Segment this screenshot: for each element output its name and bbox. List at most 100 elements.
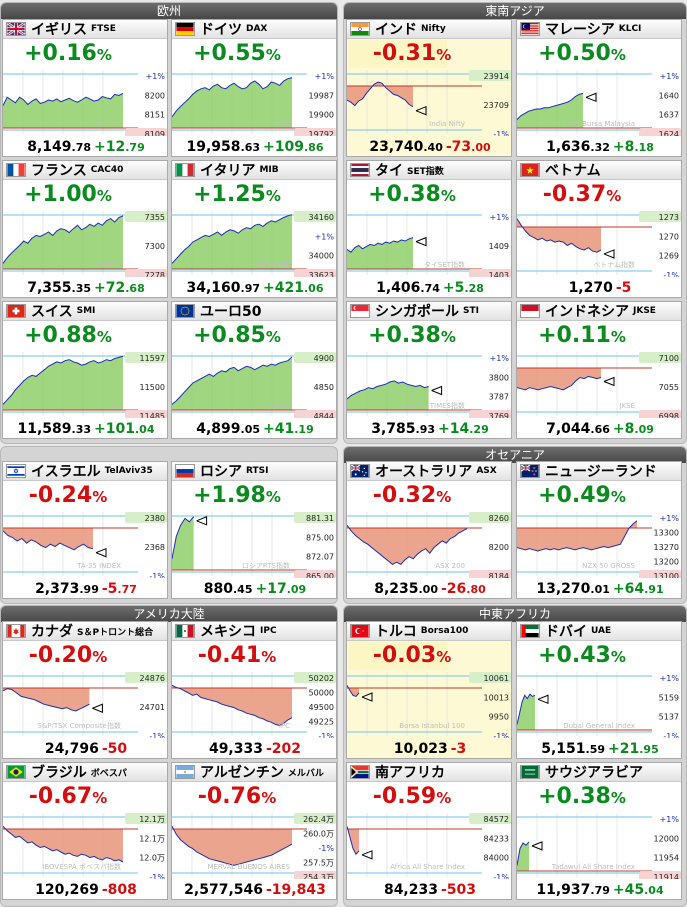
axis-label: 8200 xyxy=(145,91,165,100)
price-change-int: +21 xyxy=(608,741,640,757)
france-flag-icon xyxy=(6,163,26,177)
market-card-newzealand[interactable]: ニュージーランド +0.49% NZX 50 GROSS +1% 13300 13270 1… xyxy=(516,461,682,599)
card-header: マレーシア KLCI xyxy=(517,20,681,39)
index-code: ASX xyxy=(476,466,497,476)
axis-label: 50000 xyxy=(309,689,334,698)
market-card-germany[interactable]: ドイツ DAX +0.55% DAX +1% 19987 19900 19792 19,958.… xyxy=(171,19,337,157)
market-card-malaysia[interactable]: マレーシア KLCI +0.50% FTSE Bursa Malaysia +1% 164… xyxy=(516,19,682,157)
market-name: ブラジル xyxy=(31,765,87,781)
axis-label-bg xyxy=(469,70,511,81)
market-card-uk[interactable]: イギリス FTSE +0.16% FTSE100 +1% 8200 8151 8109 8,14… xyxy=(2,19,168,157)
axis-label: 6998 xyxy=(659,412,679,418)
last-price: 23,740 xyxy=(369,139,424,155)
market-card-uae[interactable]: ドバイ UAE +0.43% Dubai General Index +1% 5159 51… xyxy=(516,621,682,759)
current-marker xyxy=(196,516,208,526)
last-price: 4,899 xyxy=(196,421,241,437)
price-change: -26.80 xyxy=(441,581,486,597)
card-header: サウジアラビア xyxy=(517,763,681,782)
price-change: +8.18 xyxy=(613,139,654,155)
axis-label: 84233 xyxy=(484,834,509,843)
market-card-canada[interactable]: カナダ S＆Pトロント総合 -0.20% S&P/TSX Composite指数 248… xyxy=(2,621,168,759)
price-change: +17.09 xyxy=(256,581,307,597)
last-price-row: 3,785.93 +14.29 xyxy=(347,420,511,438)
price-change-decimal: .95 xyxy=(639,743,659,756)
axis-label: 11954 xyxy=(654,854,679,863)
percent-sign: % xyxy=(440,187,456,205)
index-watermark: CAC40 xyxy=(98,261,121,269)
axis-label-bg xyxy=(469,512,511,523)
percent-sign: % xyxy=(96,46,112,64)
axis-label: 4850 xyxy=(314,383,334,392)
card-header: シンガポール STI xyxy=(347,302,511,321)
axis-label: 7300 xyxy=(145,242,165,251)
last-price-row: 19,958.63 +109.86 xyxy=(172,138,336,156)
change-percent-value: +0.49 xyxy=(538,483,611,508)
uk-flag-icon xyxy=(6,22,26,36)
last-price-row: 2,577,546 -19,843 xyxy=(172,881,336,899)
axis-label: 1637 xyxy=(659,111,679,120)
price-change: -202 xyxy=(266,741,301,757)
axis-label: 13200 xyxy=(654,558,679,567)
price-change-decimal: .00 xyxy=(471,141,491,154)
axis-label-bg xyxy=(294,211,336,222)
price-change-decimal: .29 xyxy=(469,423,489,436)
axis-label-bg xyxy=(125,211,167,222)
index-chart: IBOVESPA ボベスパ指数 12.1万 12.1万 12.0万 -1% xyxy=(3,813,167,879)
market-card-euro50[interactable]: ユーロ50 +0.85% ユーロ株50 4900 4850 4844 4,899.05 +41… xyxy=(171,301,337,439)
axis-label: 24701 xyxy=(140,703,165,712)
card-header: ドバイ UAE xyxy=(517,622,681,641)
last-price: 1,270 xyxy=(568,280,613,296)
last-price-decimal: .33 xyxy=(71,423,92,436)
price-change-int: -19,843 xyxy=(265,882,326,898)
axis-label: -1% xyxy=(493,732,509,738)
axis-label-bg xyxy=(125,512,167,523)
change-percent-value: +0.38 xyxy=(368,323,441,348)
price-change: +12.79 xyxy=(94,139,145,155)
market-card-turkey[interactable]: トルコ Borsa100 -0.03% Borsa Istanbul 100 10061… xyxy=(346,621,512,759)
market-card-thailand[interactable]: タイ SET指数 +0.38% タイSET指数 +1% 1409 1403 1,406.74 +… xyxy=(346,160,512,298)
last-price-row: 84,233 -503 xyxy=(347,881,511,899)
card-header: トルコ Borsa100 xyxy=(347,622,511,641)
axis-label: +1% xyxy=(490,354,510,363)
market-card-vietnam[interactable]: ベトナム -0.37% ベトナム指数 1273 1270 1269 -1% 1,270 -5 xyxy=(516,160,682,298)
last-price-decimal: .93 xyxy=(415,423,436,436)
index-watermark: Africa All Share Index xyxy=(390,863,465,871)
change-percent-value: -0.03 xyxy=(372,643,437,668)
axis-label-bg xyxy=(294,871,336,879)
market-card-switzerland[interactable]: スイス SMI +0.88% SMI 11597 11500 11485 11,589.33 +… xyxy=(2,301,168,439)
market-card-israel[interactable]: イスラエル TelAviv35 -0.24% TA-35 INDEX 2380 2368 -… xyxy=(2,461,168,599)
change-percent-value: +0.50 xyxy=(538,41,611,66)
axis-label: 11914 xyxy=(654,873,679,879)
market-card-australia[interactable]: オーストラリア ASX -0.32% ASX 200 8260 8200 8184 8,235… xyxy=(346,461,512,599)
change-percent: +0.49% xyxy=(517,483,647,510)
change-percent: -0.24% xyxy=(3,483,133,510)
market-card-france[interactable]: フランス CAC40 +1.00% CAC40 7355 7300 7278 7,355.35… xyxy=(2,160,168,298)
percent-sign: % xyxy=(92,488,108,506)
market-card-indonesia[interactable]: インドネシア JKSE +0.11% JKSE 7100 7055 6998 7,044.66… xyxy=(516,301,682,439)
market-name: イタリア xyxy=(200,163,256,179)
market-card-italy[interactable]: イタリア MIB +1.25% FTSE MIB 34160 +1% 34000 33623 3… xyxy=(171,160,337,298)
market-card-singapore[interactable]: シンガポール STI +0.38% STRAITS TIMES指数 +1% 3800 378… xyxy=(346,301,512,439)
market-card-brazil[interactable]: ブラジル ボベスパ -0.67% IBOVESPA ボベスパ指数 12.1万 12.1万 1… xyxy=(2,762,168,900)
axis-label: 1409 xyxy=(489,242,509,251)
axis-label: 875.00 xyxy=(306,533,334,542)
index-chart: ロシアRTS指数 881.31 875.00 872.07 865.00 xyxy=(172,512,336,578)
market-card-saudi[interactable]: サウジアラビア +0.38% Tadawul All Share Index +1% 1… xyxy=(516,762,682,900)
germany-flag-icon xyxy=(175,22,195,36)
index-chart: DAX +1% 19987 19900 19792 xyxy=(172,70,336,136)
market-card-mexico[interactable]: メキシコ IPC -0.41% IPC 50202 50000 49500 49225 -1% 4… xyxy=(171,621,337,759)
market-card-southafrica[interactable]: 南アフリカ -0.59% Africa All Share Index 84572 84… xyxy=(346,762,512,900)
index-chart: STRAITS TIMES指数 +1% 3800 3787 3769 xyxy=(347,352,511,418)
index-code: IPC xyxy=(260,626,277,636)
price-change-decimal: .28 xyxy=(464,282,484,295)
change-percent-value: +0.55 xyxy=(193,41,266,66)
change-percent-value: -0.20 xyxy=(28,643,93,668)
chart-line xyxy=(517,218,602,253)
market-card-russia[interactable]: ロシア RTSI +1.98% ロシアRTS指数 881.31 875.00 872.07 8… xyxy=(171,461,337,599)
index-chart: Borsa Istanbul 100 10061 10013 9950 -1% xyxy=(347,672,511,738)
chart-area xyxy=(517,368,601,390)
price-change: +72.68 xyxy=(94,280,145,296)
market-card-india[interactable]: インド Nifty -0.31% India Nifty 23914 23709 -1% 23… xyxy=(346,19,512,157)
chart-line xyxy=(347,237,414,253)
market-card-argentina[interactable]: アルゼンチン メルバル -0.76% MERVAL BUENOS AIRES 262.4… xyxy=(171,762,337,900)
